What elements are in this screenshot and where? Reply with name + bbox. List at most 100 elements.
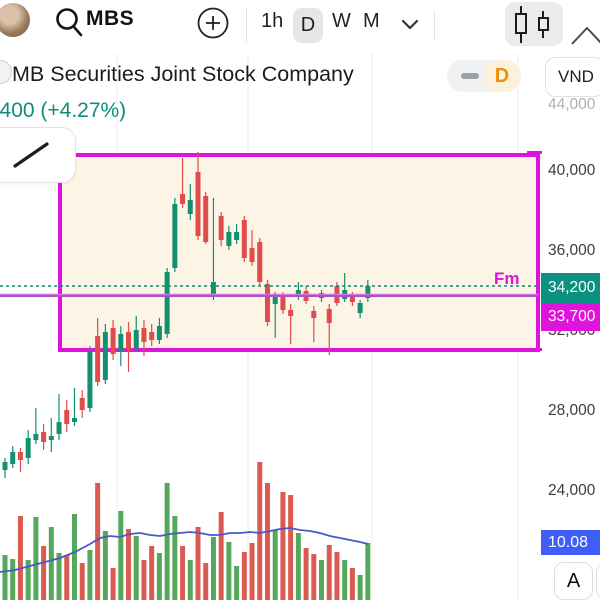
interval-1h[interactable]: 1h: [261, 10, 284, 32]
candle: [41, 432, 47, 442]
volume-bar: [311, 554, 317, 600]
candle: [257, 242, 263, 282]
fm-line-label[interactable]: Fm: [494, 269, 520, 288]
candles: [2, 152, 371, 478]
candle: [195, 172, 201, 236]
volume-bar: [164, 483, 170, 600]
candle: [295, 290, 301, 296]
toggle-dash-icon: [461, 73, 479, 79]
candle: [241, 220, 247, 258]
volume-bar: [249, 543, 255, 600]
candle: [64, 410, 70, 424]
volume-bar: [48, 527, 54, 600]
interval-d-selected[interactable]: D: [293, 8, 323, 43]
volume-bar: [334, 552, 340, 600]
volume-bar: [172, 516, 178, 600]
candle: [102, 332, 108, 380]
volume-bar: [257, 462, 263, 600]
volume-bar: [342, 560, 348, 600]
hline-price-badge: 33,700: [541, 303, 600, 331]
candle: [141, 328, 147, 342]
candle: [126, 332, 132, 350]
interval-w[interactable]: W: [332, 10, 351, 32]
candle: [17, 452, 23, 460]
candle: [226, 232, 232, 246]
candle: [25, 438, 31, 458]
axis-label: 24,000: [548, 482, 596, 499]
candle: [10, 452, 16, 464]
auto-scale-button[interactable]: A: [554, 562, 593, 600]
axis-label: 44,000: [548, 96, 596, 113]
volume-bar: [102, 531, 108, 600]
volume-bar: [133, 536, 139, 600]
volume-bars: [2, 462, 371, 600]
company-title: MB Securities Joint Stock Company: [12, 62, 354, 86]
volume-bar: [156, 553, 162, 600]
volume-bar: [56, 553, 62, 600]
chart-style-button[interactable]: [505, 2, 563, 46]
candle: [87, 352, 93, 408]
interval-d-label: D: [300, 14, 316, 36]
candle: [149, 332, 155, 340]
candle: [326, 309, 332, 323]
symbol-search[interactable]: MBS: [86, 7, 135, 30]
volume-bar: [95, 483, 101, 600]
candle: [48, 436, 54, 440]
axis-label: 40,000: [548, 162, 596, 179]
candle: [187, 200, 193, 214]
add-circle-icon[interactable]: [197, 7, 230, 40]
volume-bar: [357, 575, 363, 600]
interval-toggle[interactable]: D: [447, 60, 521, 92]
rect-top-axis-tick: [527, 151, 542, 154]
volume-bar: [126, 529, 132, 600]
candle: [264, 284, 270, 322]
volume-bar: [64, 555, 70, 600]
volume-bar: [149, 546, 155, 600]
rectangle-drawing[interactable]: [58, 153, 540, 352]
volume-bar: [79, 563, 85, 600]
price-change-text: 1,400 (+4.27%): [0, 99, 127, 122]
toolbar-divider-2: [434, 10, 435, 40]
currency-button[interactable]: VND: [545, 57, 600, 97]
volume-bar: [288, 495, 294, 600]
drawing-tool-button[interactable]: [0, 127, 76, 183]
volume-bar: [71, 514, 77, 600]
axis-label: 28,000: [548, 402, 596, 419]
candle: [2, 462, 8, 470]
candle: [357, 303, 363, 313]
volume-bar: [295, 533, 301, 600]
candle: [180, 194, 186, 204]
candle: [95, 336, 101, 382]
volume-bar: [180, 546, 186, 600]
volume-bar: [365, 543, 371, 600]
candle: [172, 204, 178, 268]
candle: [249, 248, 255, 262]
chevron-up-icon[interactable]: [570, 24, 600, 48]
partial-corner-button[interactable]: [596, 562, 600, 600]
volume-bar: [218, 512, 224, 600]
volume-bar: [241, 552, 247, 600]
volume-bar: [303, 548, 309, 600]
toolbar-divider: [246, 8, 247, 42]
interval-m[interactable]: M: [363, 10, 380, 32]
volume-bar: [203, 563, 209, 600]
avatar[interactable]: [0, 3, 30, 37]
candle: [164, 272, 170, 334]
toggle-interval-label: D: [483, 60, 521, 92]
volume-bar: [25, 560, 31, 600]
search-icon[interactable]: [54, 6, 84, 38]
last-price-badge: 34,200: [541, 273, 600, 303]
volume-bar: [326, 545, 332, 600]
candle: [218, 216, 224, 240]
rect-bottom-axis-tick: [527, 348, 542, 351]
candle: [311, 311, 317, 318]
volume-bar: [272, 530, 278, 600]
chevron-down-icon[interactable]: [400, 18, 420, 32]
volume-bar: [10, 559, 16, 600]
volume-bar: [187, 560, 193, 600]
volume-bar: [41, 546, 47, 600]
candle: [33, 434, 39, 440]
